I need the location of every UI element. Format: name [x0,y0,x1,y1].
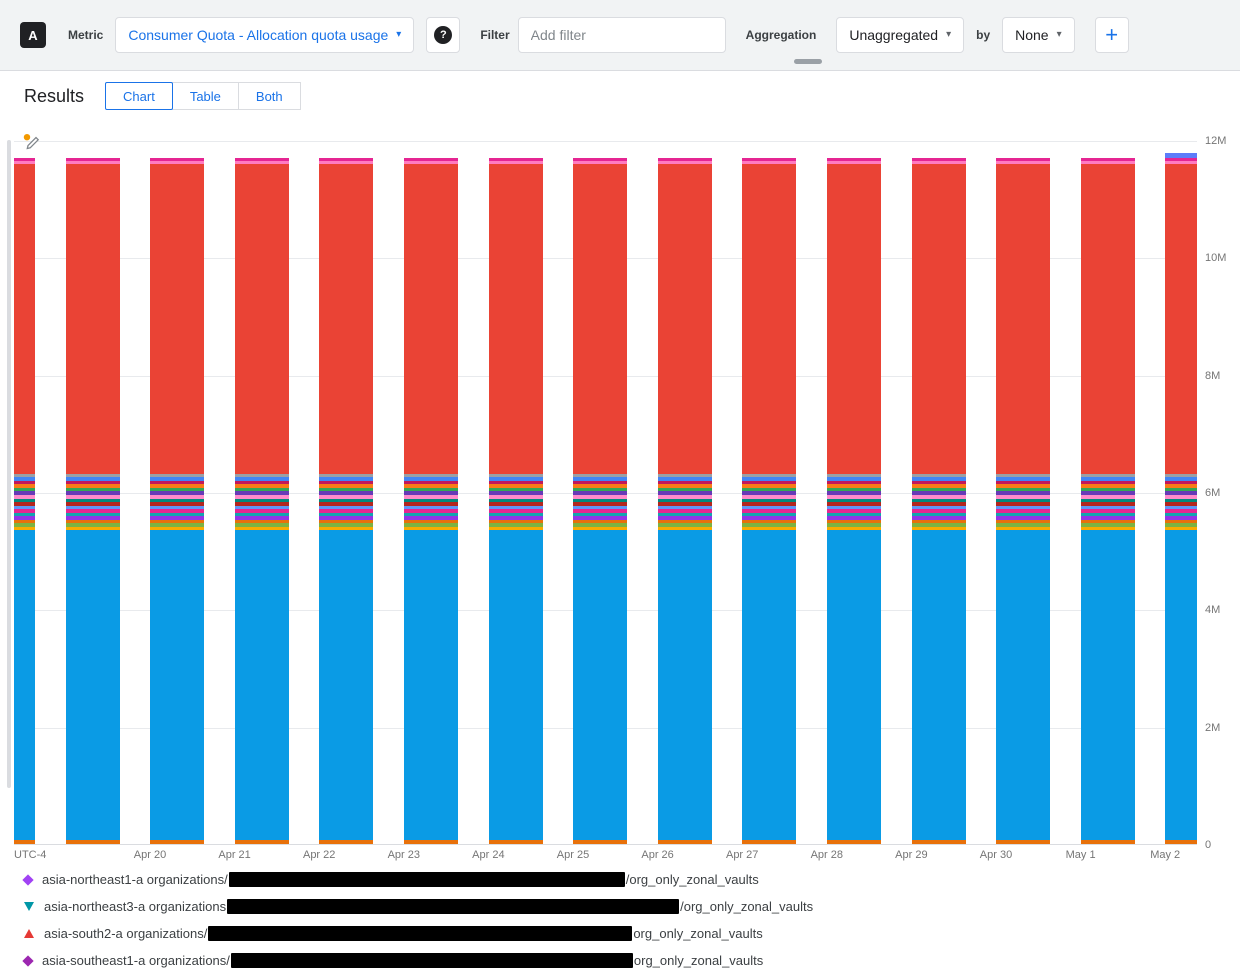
legend-text-prefix: asia-southeast1-a organizations/ [42,953,230,968]
y-axis-tick-label: 4M [1205,604,1221,617]
legend-item[interactable]: asia-southeast1-a organizations/org_only… [22,947,813,968]
legend-text-suffix: org_only_zonal_vaults [633,953,764,968]
legend-triangle-down-icon [24,902,34,911]
x-axis-tick-label: Apr 24 [472,849,505,861]
x-axis-tick-label: Apr 27 [725,849,759,861]
y-axis-tick-label: 10M [1205,252,1227,265]
stacked-bar[interactable] [742,157,797,844]
y-axis-tick-label: 2M [1205,721,1221,734]
metric-dropdown[interactable]: Consumer Quota - Allocation quota usage … [115,17,415,53]
redacted-text [228,872,625,887]
stacked-bar[interactable] [657,157,712,844]
stacked-bar[interactable] [827,157,881,844]
help-button[interactable]: ? [426,17,461,53]
results-view-tabs: Chart Table Both [105,82,301,110]
add-query-button[interactable]: + [1094,17,1129,53]
x-axis: UTC-4 Apr 20 Apr 21 Apr 22 Apr 23 Apr 24 Apr 2… [14,849,1197,865]
edit-chart-icon[interactable] [22,131,42,156]
group-by-dropdown[interactable]: None ▾ [1002,17,1075,53]
stacked-bar[interactable] [996,157,1051,844]
stacked-bar[interactable] [573,157,628,844]
y-axis-tick-label: 6M [1205,487,1221,499]
stacked-bar[interactable] [14,157,35,844]
legend-item[interactable]: asia-northeast3-a organizations/org_only… [24,893,813,920]
legend-text-prefix: asia-northeast3-a organizations [44,899,227,914]
stacked-bar[interactable] [319,157,374,844]
x-axis-tick-label: Apr 22 [302,849,336,861]
stacked-bar[interactable] [488,157,543,844]
x-axis-tick-label: Apr 23 [387,849,421,861]
x-axis-tick-label: May 1 [1065,849,1096,861]
x-axis-tick-label: Apr 30 [979,849,1013,861]
legend-text-suffix: /org_only_zonal_vaults [680,899,814,914]
aggregation-label: Aggregation [745,28,817,42]
legend-text-prefix: asia-northeast1-a organizations/ [42,872,228,887]
query-toolbar: A Metric Consumer Quota - Allocation quo… [0,0,1240,71]
y-axis: 0 2M 4M 6M 8M 10M 12M [1205,135,1239,851]
x-axis-tick-label: Apr 29 [895,849,928,861]
filter-label: Filter [480,28,510,42]
x-axis-tick-label: May 2 [1150,849,1181,861]
gridline [14,141,1197,142]
legend-text-suffix: /org_only_zonal_vaults [625,872,759,887]
vertical-scrollbar[interactable] [7,140,11,788]
results-header: Results Chart Table Both [0,71,1240,121]
metric-value: Consumer Quota - Allocation quota usage [128,27,389,43]
stacked-bar[interactable] [404,157,458,844]
chart-legend: asia-northeast1-a organizations/ /org_onl… [22,866,813,968]
help-icon: ? [434,26,453,44]
stacked-bar[interactable] [911,157,966,844]
x-axis-tick-label: Apr 20 [133,849,167,861]
y-axis-tick-label: 8M [1205,369,1221,382]
filter-input[interactable] [517,17,726,53]
y-axis-tick-label: 12M [1205,135,1227,147]
legend-diamond-icon [22,954,34,967]
legend-diamond-icon [22,873,34,886]
stacked-bar[interactable] [1165,153,1197,844]
y-axis-tick-label: 0 [1205,839,1212,851]
legend-triangle-up-icon [24,929,34,938]
redacted-text [208,926,633,941]
legend-item[interactable]: asia-south2-a organizations/org_only_zon… [24,920,813,947]
panel-resize-handle[interactable] [794,59,822,64]
legend-text-prefix: asia-south2-a organizations/ [44,926,208,941]
results-title: Results [24,85,85,106]
stacked-bar[interactable] [1080,157,1135,844]
x-axis-tick-label: Apr 28 [810,849,844,861]
metric-label: Metric [68,28,104,42]
stacked-bar[interactable] [234,157,289,844]
tab-both[interactable]: Both [237,82,301,110]
x-axis-tick-label: Apr 21 [218,849,251,861]
query-letter-badge: A [20,22,46,48]
aggregation-value: Unaggregated [849,27,939,43]
chart-card: 0 2M 4M 6M 8M 10M 12M UTC-4 Apr 20 Apr 21 Apr 22 A… [0,121,1240,968]
group-by-value: None [1015,27,1049,43]
tab-table[interactable]: Table [171,82,239,110]
stacked-bar[interactable] [65,157,120,844]
aggregation-dropdown[interactable]: Unaggregated ▾ [836,17,965,53]
chevron-down-icon: ▾ [946,29,952,40]
tab-chart[interactable]: Chart [105,82,173,110]
chevron-down-icon: ▾ [396,29,402,40]
legend-item[interactable]: asia-northeast1-a organizations/ /org_onl… [22,866,813,893]
legend-text-suffix: org_only_zonal_vaults [633,926,763,941]
stacked-bar[interactable] [150,157,205,844]
timezone-label: UTC-4 [14,849,47,861]
stacked-bar-chart[interactable] [14,141,1197,845]
by-label: by [976,28,991,42]
redacted-text [227,899,680,914]
chevron-down-icon: ▾ [1056,29,1062,40]
x-axis-tick-label: Apr 26 [641,849,674,861]
redacted-text [230,953,633,968]
x-axis-tick-label: Apr 25 [556,849,590,861]
